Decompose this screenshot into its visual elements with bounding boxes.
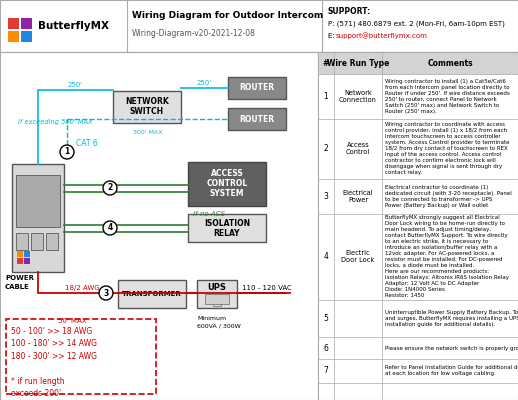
Text: Access
Control: Access Control <box>346 142 370 156</box>
Text: 2: 2 <box>107 184 112 192</box>
Bar <box>318 52 518 74</box>
Text: 4: 4 <box>107 224 112 232</box>
Bar <box>24 258 30 264</box>
Text: 3: 3 <box>324 192 328 201</box>
Text: ACCESS: ACCESS <box>211 170 243 178</box>
Text: If exceeding 500' MAX: If exceeding 500' MAX <box>18 119 93 125</box>
Text: 1: 1 <box>64 148 69 156</box>
Bar <box>21 18 32 29</box>
Text: Wiring-Diagram-v20-2021-12-08: Wiring-Diagram-v20-2021-12-08 <box>132 30 256 38</box>
Text: Electrical contractor to coordinate (1)
dedicated circuit (with 3-20 receptacle): Electrical contractor to coordinate (1) … <box>385 185 512 208</box>
Circle shape <box>103 221 117 235</box>
Text: 110 - 120 VAC: 110 - 120 VAC <box>242 285 292 291</box>
Bar <box>8 18 19 29</box>
Text: E:: E: <box>328 33 337 39</box>
Text: CAT 6: CAT 6 <box>76 140 98 148</box>
Text: Electric
Door Lock: Electric Door Lock <box>341 250 375 263</box>
Text: 4: 4 <box>324 252 328 261</box>
Text: UPS: UPS <box>208 284 226 292</box>
Text: Wire Run Type: Wire Run Type <box>327 58 389 68</box>
Text: ISOLATION: ISOLATION <box>204 218 250 228</box>
Text: 600VA / 300W: 600VA / 300W <box>197 324 241 328</box>
Text: support@butterflymx.com: support@butterflymx.com <box>336 33 428 39</box>
Text: 2: 2 <box>324 144 328 154</box>
Circle shape <box>60 145 74 159</box>
Bar <box>197 280 237 308</box>
Bar <box>24 251 30 257</box>
Text: 5: 5 <box>324 314 328 323</box>
Text: 50 - 100' >> 18 AWG
100 - 180' >> 14 AWG
180 - 300' >> 12 AWG

* if run length
e: 50 - 100' >> 18 AWG 100 - 180' >> 14 AWG… <box>11 327 97 400</box>
Bar <box>46 233 58 250</box>
Bar <box>16 233 28 250</box>
Bar <box>188 162 266 206</box>
Text: ROUTER: ROUTER <box>239 84 275 92</box>
Text: POWER: POWER <box>5 275 34 281</box>
Text: SWITCH: SWITCH <box>130 108 164 116</box>
Text: 250': 250' <box>197 80 212 86</box>
Text: Wiring contractor to install (1) a Cat5e/Cat6
from each Intercom panel location : Wiring contractor to install (1) a Cat5e… <box>385 79 510 114</box>
Text: Wiring Diagram for Outdoor Intercom: Wiring Diagram for Outdoor Intercom <box>132 12 323 20</box>
Bar <box>205 294 229 304</box>
Text: RELAY: RELAY <box>214 228 240 238</box>
Text: 50' MAX: 50' MAX <box>57 318 87 324</box>
Bar <box>318 52 518 400</box>
Bar <box>21 31 32 42</box>
Text: ROUTER: ROUTER <box>239 114 275 124</box>
Text: Minimum: Minimum <box>197 316 226 320</box>
Bar <box>8 31 19 42</box>
Text: 18/2 AWG: 18/2 AWG <box>65 285 99 291</box>
Circle shape <box>99 286 113 300</box>
Bar <box>0 52 318 400</box>
Bar <box>31 233 43 250</box>
Bar <box>0 0 518 52</box>
Text: 6: 6 <box>324 344 328 353</box>
Bar <box>12 164 64 272</box>
Bar <box>228 108 286 130</box>
Text: 250': 250' <box>68 82 83 88</box>
Circle shape <box>103 181 117 195</box>
Text: Electrical
Power: Electrical Power <box>343 190 373 203</box>
Text: ButterflyMX strongly suggest all Electrical
Door Lock wiring to be home-run dire: ButterflyMX strongly suggest all Electri… <box>385 215 509 298</box>
Text: 3: 3 <box>104 288 109 298</box>
Text: Network
Connection: Network Connection <box>339 90 377 103</box>
Text: TRANSFORMER: TRANSFORMER <box>122 291 182 297</box>
Bar <box>17 258 23 264</box>
Text: SYSTEM: SYSTEM <box>210 188 244 198</box>
Bar <box>17 251 23 257</box>
Bar <box>118 280 186 308</box>
Text: 7: 7 <box>324 366 328 375</box>
Text: Uninterruptible Power Supply Battery Backup. To prevent voltage drops
and surges: Uninterruptible Power Supply Battery Bac… <box>385 310 518 327</box>
Bar <box>113 91 181 123</box>
Text: Comments: Comments <box>427 58 473 68</box>
Bar <box>16 175 60 227</box>
Text: CABLE: CABLE <box>5 284 30 290</box>
Bar <box>188 214 266 242</box>
Text: Please ensure the network switch is properly grounded.: Please ensure the network switch is prop… <box>385 346 518 351</box>
Text: If no ACS: If no ACS <box>193 211 225 217</box>
Text: NETWORK: NETWORK <box>125 98 169 106</box>
Text: #: # <box>323 58 329 68</box>
Text: CONTROL: CONTROL <box>206 178 248 188</box>
Text: ButterflyMX: ButterflyMX <box>38 21 109 31</box>
Text: P: (571) 480.6879 ext. 2 (Mon-Fri, 6am-10pm EST): P: (571) 480.6879 ext. 2 (Mon-Fri, 6am-1… <box>328 21 505 27</box>
Bar <box>6 319 156 394</box>
Text: SUPPORT:: SUPPORT: <box>328 8 371 16</box>
Text: Wiring contractor to coordinate with access
control provider, install (1) x 18/2: Wiring contractor to coordinate with acc… <box>385 122 510 176</box>
Text: 300' MAX: 300' MAX <box>133 130 162 134</box>
Text: 1: 1 <box>324 92 328 101</box>
Bar <box>228 77 286 99</box>
Text: Refer to Panel Installation Guide for additional details. Leave 6' service loop
: Refer to Panel Installation Guide for ad… <box>385 365 518 376</box>
